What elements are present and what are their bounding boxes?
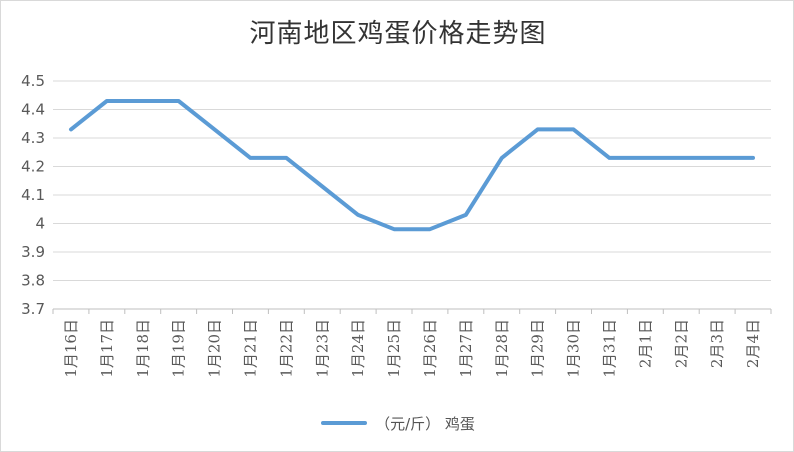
- y-tick-label: 3.7: [21, 300, 45, 318]
- x-tick-label: 1月27日: [457, 319, 475, 378]
- x-tick-label: 1月25日: [385, 319, 403, 378]
- legend: （元/斤） 鸡蛋: [1, 410, 793, 436]
- y-tick-label: 3.8: [21, 272, 45, 290]
- legend-label: （元/斤） 鸡蛋: [375, 414, 475, 433]
- y-tick-label: 4.3: [21, 129, 45, 147]
- x-tick-label: 1月20日: [206, 319, 224, 378]
- y-tick-label: 3.9: [21, 243, 45, 261]
- x-tick-label: 2月3日: [708, 319, 726, 368]
- x-tick-label: 1月23日: [313, 319, 331, 378]
- x-tick-label: 1月28日: [493, 319, 511, 378]
- y-tick-label: 4.4: [21, 101, 45, 119]
- legend-swatch: [321, 421, 368, 425]
- x-tick-label: 1月21日: [241, 319, 259, 378]
- x-tick-label: 1月19日: [170, 319, 188, 378]
- x-tick-label: 1月26日: [421, 319, 439, 378]
- y-tick-label: 4.2: [21, 158, 45, 176]
- series-line: [69, 99, 755, 232]
- chart-title: 河南地区鸡蛋价格走势图: [249, 19, 547, 49]
- x-tick-label: 1月31日: [600, 319, 618, 378]
- y-tick-label: 4.1: [21, 186, 45, 204]
- x-tick-label: 1月24日: [349, 319, 367, 378]
- x-tick-label: 1月16日: [62, 319, 80, 378]
- x-tick-label: 1月17日: [98, 319, 116, 378]
- x-tick-label: 1月22日: [277, 319, 295, 378]
- x-tick-label: 2月1日: [636, 319, 654, 368]
- y-tick-label: 4.5: [21, 72, 45, 90]
- x-tick-label: 1月18日: [134, 319, 152, 378]
- x-tick-label: 2月4日: [744, 319, 762, 368]
- x-tick-label: 1月29日: [529, 319, 547, 378]
- x-tick-label: 1月30日: [565, 319, 583, 378]
- y-tick-label: 4: [35, 215, 45, 233]
- x-tick-label: 2月2日: [672, 319, 690, 368]
